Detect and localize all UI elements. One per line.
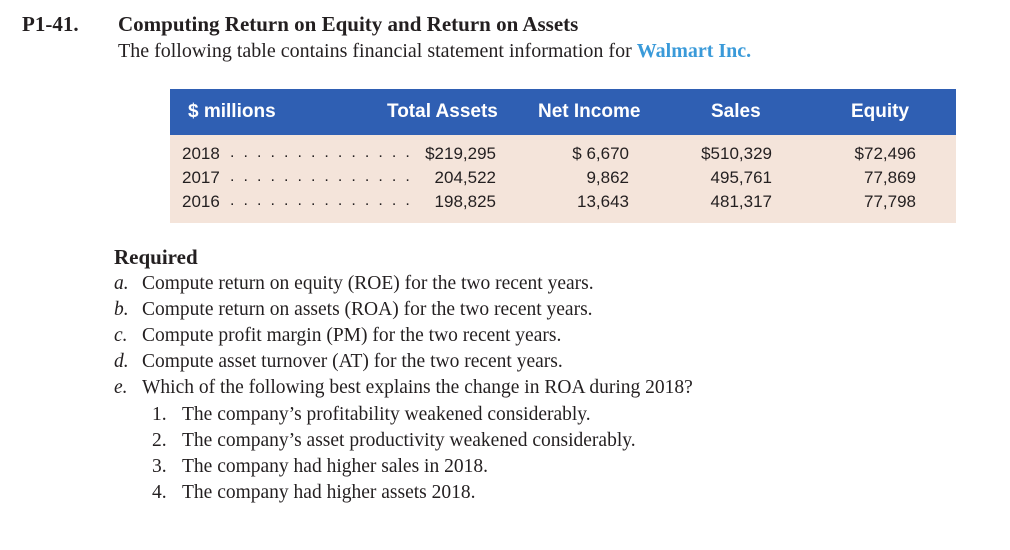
option-number: 1. bbox=[152, 404, 167, 425]
item-letter: c. bbox=[114, 325, 128, 346]
sales-cell: $510,329 bbox=[701, 144, 772, 163]
item-text: Which of the following best explains the… bbox=[142, 377, 693, 398]
header-total-assets: Total Assets bbox=[387, 101, 498, 122]
item-letter: b. bbox=[114, 299, 129, 320]
option-item-2: 2. The company’s asset productivity weake… bbox=[152, 430, 636, 452]
net-income-cell: 9,862 bbox=[586, 168, 629, 187]
option-number: 4. bbox=[152, 482, 167, 503]
item-letter: d. bbox=[114, 351, 129, 372]
option-text: The company’s asset productivity weakene… bbox=[182, 430, 636, 451]
required-item-a: a. Compute return on equity (ROE) for the… bbox=[114, 273, 594, 295]
table-body: 2018 . . . . . . . . . . . . . . $219,29… bbox=[170, 135, 956, 223]
year-cell: 2016 bbox=[182, 192, 220, 211]
option-item-1: 1. The company’s profitability weakened c… bbox=[152, 404, 591, 426]
total-assets-cell: 198,825 bbox=[434, 192, 496, 211]
header-equity: Equity bbox=[851, 101, 910, 122]
option-item-3: 3. The company had higher sales in 2018. bbox=[152, 456, 488, 478]
equity-cell: 77,798 bbox=[864, 192, 916, 211]
company-name: Walmart Inc. bbox=[636, 40, 752, 62]
sales-cell: 481,317 bbox=[710, 192, 772, 211]
total-assets-cell: 204,522 bbox=[434, 168, 496, 187]
problem-number: P1-41. bbox=[22, 12, 79, 36]
header-net-income: Net Income bbox=[538, 101, 641, 122]
option-text: The company’s profitability weakened con… bbox=[182, 404, 591, 425]
dot-leader: . . . . . . . . . . . . . . bbox=[230, 144, 413, 161]
net-income-cell: $ 6,670 bbox=[572, 144, 629, 163]
item-text: Compute return on assets (ROA) for the t… bbox=[142, 299, 593, 320]
table-row: 2017 . . . . . . . . . . . . . . 204,522… bbox=[170, 168, 956, 190]
table-row: 2016 . . . . . . . . . . . . . . 198,825… bbox=[170, 192, 956, 214]
item-text: Compute asset turnover (AT) for the two … bbox=[142, 351, 563, 372]
item-letter: e. bbox=[114, 377, 128, 398]
equity-cell: $72,496 bbox=[854, 144, 916, 163]
required-item-e: e. Which of the following best explains t… bbox=[114, 377, 693, 399]
year-cell: 2017 bbox=[182, 168, 220, 187]
problem-title: Computing Return on Equity and Return on… bbox=[118, 12, 579, 36]
year-cell: 2018 bbox=[182, 144, 220, 163]
financial-table: $ millions Total Assets Net Income Sales… bbox=[170, 89, 956, 223]
required-item-c: c. Compute profit margin (PM) for the two… bbox=[114, 325, 561, 347]
equity-cell: 77,869 bbox=[864, 168, 916, 187]
problem-intro: The following table contains financial s… bbox=[118, 40, 751, 63]
option-text: The company had higher sales in 2018. bbox=[182, 456, 488, 477]
sales-cell: 495,761 bbox=[710, 168, 772, 187]
table-header: $ millions Total Assets Net Income Sales… bbox=[170, 89, 956, 135]
required-item-d: d. Compute asset turnover (AT) for the tw… bbox=[114, 351, 563, 373]
option-text: The company had higher assets 2018. bbox=[182, 482, 476, 503]
header-sales: Sales bbox=[711, 101, 761, 122]
option-number: 3. bbox=[152, 456, 167, 477]
option-number: 2. bbox=[152, 430, 167, 451]
item-text: Compute profit margin (PM) for the two r… bbox=[142, 325, 562, 346]
option-item-4: 4. The company had higher assets 2018. bbox=[152, 482, 476, 504]
dot-leader: . . . . . . . . . . . . . . bbox=[230, 168, 413, 185]
header-label: $ millions bbox=[188, 101, 276, 122]
item-text: Compute return on equity (ROE) for the t… bbox=[142, 273, 594, 294]
total-assets-cell: $219,295 bbox=[425, 144, 496, 163]
required-heading: Required bbox=[114, 245, 198, 269]
table-row: 2018 . . . . . . . . . . . . . . $219,29… bbox=[170, 144, 956, 166]
dot-leader: . . . . . . . . . . . . . . bbox=[230, 192, 413, 209]
required-item-b: b. Compute return on assets (ROA) for the… bbox=[114, 299, 593, 321]
item-letter: a. bbox=[114, 273, 129, 294]
net-income-cell: 13,643 bbox=[577, 192, 629, 211]
intro-text: The following table contains financial s… bbox=[118, 40, 632, 62]
